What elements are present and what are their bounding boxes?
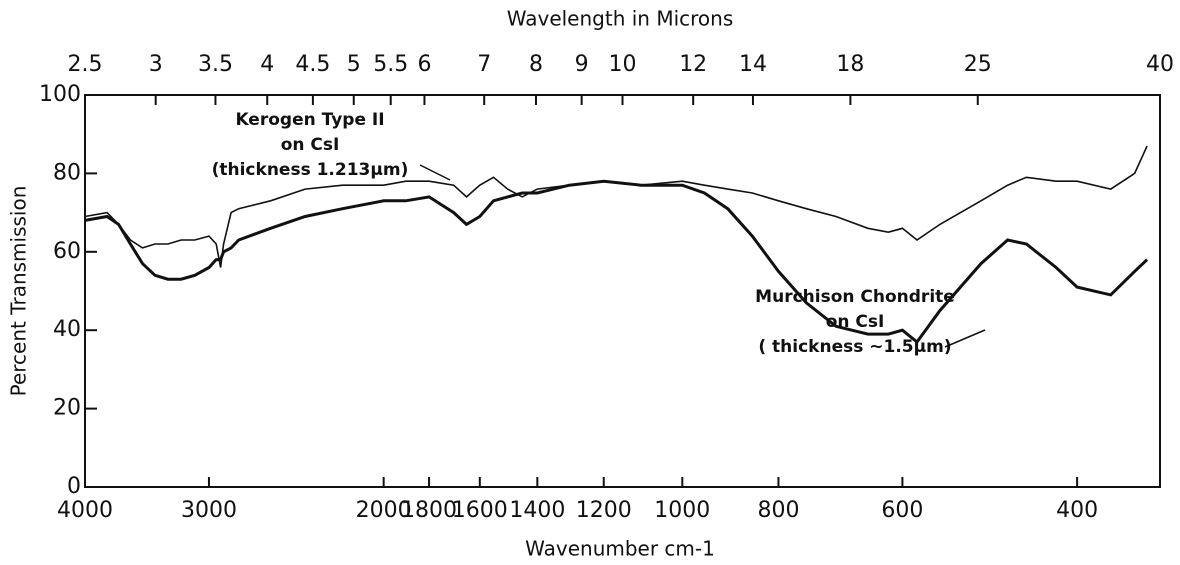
x-tick-label: 1000	[654, 498, 710, 523]
annotation: Kerogen Type II	[235, 110, 384, 130]
x-tick-label: 1400	[509, 498, 565, 523]
x-tick-label: 1600	[452, 498, 508, 523]
line-series	[84, 145, 1148, 268]
x2-tick-label: 25	[964, 52, 992, 77]
annotation: (thickness 1.213μm)	[212, 160, 409, 180]
annotation: ( thickness ~1.5μm)	[758, 337, 951, 357]
x2-tick-label: 3.5	[198, 52, 233, 77]
y-tick-label: 40	[53, 317, 81, 342]
x2-tick-label: 5	[347, 52, 361, 77]
annotation-arrow	[944, 329, 986, 348]
x2-tick-label: 8	[529, 52, 543, 77]
x2-tick-label: 40	[1146, 52, 1174, 77]
y-tick-label: 80	[53, 160, 81, 185]
x-tick-label: 1200	[576, 498, 632, 523]
x-tick-label: 400	[1056, 498, 1098, 523]
x2-tick-label: 14	[739, 52, 767, 77]
x-axis-label: Wavenumber cm-1	[525, 537, 715, 561]
x2-tick-label: 10	[609, 52, 637, 77]
annotation: Murchison Chondrite	[755, 287, 955, 307]
x-tick-label: 1800	[401, 498, 457, 523]
x2-tick-label: 4	[260, 52, 274, 77]
x-tick-label: 800	[757, 498, 799, 523]
y-tick-label: 0	[67, 474, 81, 499]
x2-tick-label: 3	[149, 52, 163, 77]
annotation-arrow	[419, 164, 451, 181]
x-tick-label: 2000	[356, 498, 412, 523]
y-tick-label: 20	[53, 396, 81, 421]
x2-tick-label: 12	[679, 52, 707, 77]
annotation: on CsI	[281, 135, 340, 155]
y-axis-label: Percent Transmission	[7, 186, 31, 397]
line-series	[84, 179, 1149, 345]
annotation: on CsI	[826, 312, 885, 332]
plot-frame	[84, 94, 1161, 488]
x2-tick-label: 7	[477, 52, 491, 77]
x2-tick-label: 4.5	[295, 52, 330, 77]
x2-tick-label: 5.5	[373, 52, 408, 77]
y-tick-label: 60	[53, 239, 81, 264]
x-tick-label: 4000	[57, 498, 113, 523]
chart-title: Wavelength in Microns	[507, 7, 734, 31]
y-tick-label: 100	[39, 82, 81, 107]
x2-tick-label: 18	[836, 52, 864, 77]
x2-tick-label: 2.5	[68, 52, 103, 77]
x2-tick-label: 9	[575, 52, 589, 77]
x2-tick-label: 6	[417, 52, 431, 77]
x-tick-label: 3000	[181, 498, 237, 523]
x-tick-label: 600	[881, 498, 923, 523]
